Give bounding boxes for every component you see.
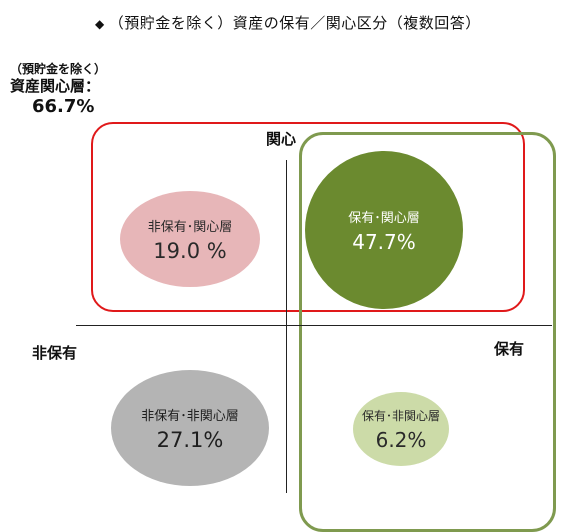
horizontal-axis xyxy=(76,325,552,326)
bubble-label: 保有･非関心層 xyxy=(361,408,440,423)
bubble-non-holding-interested: 非保有･関心層 19.0 % xyxy=(120,191,260,287)
bubble-label: 非保有･非関心層 xyxy=(141,408,239,424)
bubble-value: 6.2% xyxy=(375,427,427,452)
diamond-icon: ◆ xyxy=(95,17,105,31)
diagram-title: ◆ （預貯金を除く）資産の保有／関心区分（複数回答） xyxy=(95,12,481,33)
vertical-axis xyxy=(286,160,287,493)
interest-summary-label: 資産関心層： xyxy=(10,77,101,95)
axis-label-non-holding: 非保有 xyxy=(32,344,78,362)
interest-summary-qualifier: （預貯金を除く） xyxy=(10,62,107,76)
interest-group-frame xyxy=(91,122,525,312)
interest-summary: （預貯金を除く） 資産関心層： 66.7% xyxy=(10,62,106,118)
bubble-value: 27.1% xyxy=(156,427,224,452)
axis-label-holding: 保有 xyxy=(494,340,525,358)
axis-label-interest: 関心 xyxy=(266,130,297,148)
bubble-holding-interested: 保有･関心層 47.7% xyxy=(305,151,463,309)
diagram-title-text: （預貯金を除く）資産の保有／関心区分（複数回答） xyxy=(108,14,481,32)
bubble-value: 47.7% xyxy=(352,229,416,254)
bubble-holding-not-interested: 保有･非関心層 6.2% xyxy=(353,392,449,466)
bubble-non-holding-not-interested: 非保有･非関心層 27.1% xyxy=(111,370,269,486)
bubble-label: 保有･関心層 xyxy=(348,210,420,226)
interest-summary-value: 66.7% xyxy=(32,95,95,117)
bubble-label: 非保有･関心層 xyxy=(147,219,233,235)
bubble-value: 19.0 % xyxy=(153,238,227,263)
